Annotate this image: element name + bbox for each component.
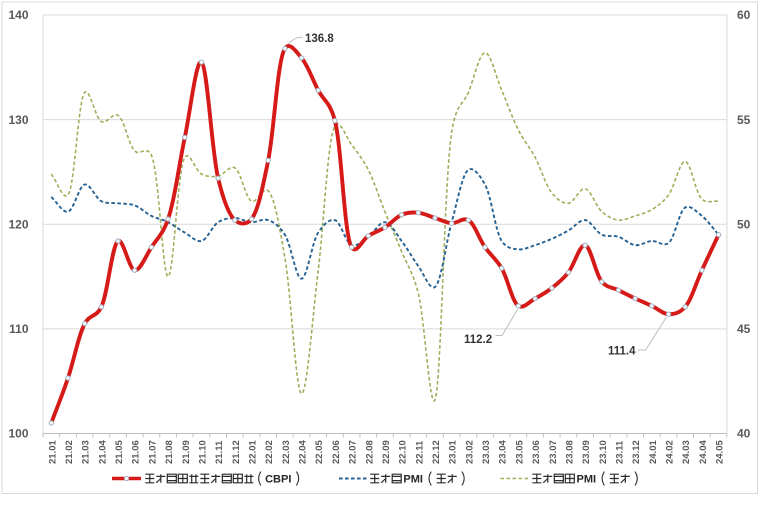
svg-text:136.8: 136.8 [305, 33, 334, 45]
svg-text:23.01: 23.01 [448, 440, 459, 464]
svg-text:23.02: 23.02 [464, 440, 475, 464]
svg-text:21.05: 21.05 [114, 440, 125, 464]
svg-text:22.03: 22.03 [281, 440, 292, 464]
svg-text:21.10: 21.10 [198, 440, 209, 464]
svg-text:CBPI: CBPI [265, 473, 291, 485]
svg-text:50: 50 [737, 217, 751, 231]
svg-text:PMI: PMI [577, 473, 597, 485]
svg-text:24.05: 24.05 [715, 440, 726, 464]
svg-text:23.03: 23.03 [481, 440, 492, 464]
svg-text:21.09: 21.09 [181, 440, 192, 464]
svg-text:21.04: 21.04 [97, 440, 108, 464]
svg-text:22.12: 22.12 [431, 440, 442, 464]
svg-text:22.08: 22.08 [364, 440, 375, 464]
svg-text:22.06: 22.06 [331, 440, 342, 464]
svg-text:23.10: 23.10 [598, 440, 609, 464]
svg-text:23.11: 23.11 [615, 440, 626, 464]
svg-text:24.04: 24.04 [698, 440, 709, 464]
svg-text:22.04: 22.04 [298, 440, 309, 464]
svg-text:22.10: 22.10 [398, 440, 409, 464]
svg-text:22.02: 22.02 [264, 440, 275, 464]
svg-text:24.02: 24.02 [665, 440, 676, 464]
svg-text:24.03: 24.03 [681, 440, 692, 464]
svg-text:23.06: 23.06 [531, 440, 542, 464]
svg-text:22.05: 22.05 [314, 440, 325, 464]
svg-text:21.01: 21.01 [47, 440, 58, 464]
svg-text:130: 130 [8, 113, 28, 127]
svg-text:60: 60 [737, 8, 751, 22]
svg-text:100: 100 [8, 427, 28, 441]
svg-text:PMI: PMI [403, 473, 423, 485]
svg-text:21.11: 21.11 [214, 440, 225, 464]
svg-text:21.03: 21.03 [81, 440, 92, 464]
svg-text:23.05: 23.05 [514, 440, 525, 464]
svg-text:21.07: 21.07 [147, 440, 158, 464]
svg-text:110: 110 [9, 322, 29, 336]
svg-text:55: 55 [737, 113, 751, 127]
svg-text:21.06: 21.06 [131, 440, 142, 464]
svg-text:120: 120 [8, 217, 28, 231]
svg-text:23.09: 23.09 [581, 440, 592, 464]
svg-text:23.04: 23.04 [498, 440, 509, 464]
svg-text:21.02: 21.02 [64, 440, 75, 464]
svg-text:111.4: 111.4 [608, 346, 636, 358]
svg-text:140: 140 [8, 8, 28, 22]
svg-text:22.01: 22.01 [248, 440, 259, 464]
svg-text:23.08: 23.08 [564, 440, 575, 464]
svg-text:22.07: 22.07 [348, 440, 359, 464]
svg-text:23.12: 23.12 [631, 440, 642, 464]
svg-text:40: 40 [737, 427, 751, 441]
svg-text:112.2: 112.2 [464, 334, 492, 346]
svg-text:22.09: 22.09 [381, 440, 392, 464]
svg-text:45: 45 [737, 322, 751, 336]
svg-text:21.08: 21.08 [164, 440, 175, 464]
svg-text:22.11: 22.11 [414, 440, 425, 464]
svg-text:24.01: 24.01 [648, 440, 659, 464]
svg-text:23.07: 23.07 [548, 440, 559, 464]
svg-text:21.12: 21.12 [231, 440, 242, 464]
